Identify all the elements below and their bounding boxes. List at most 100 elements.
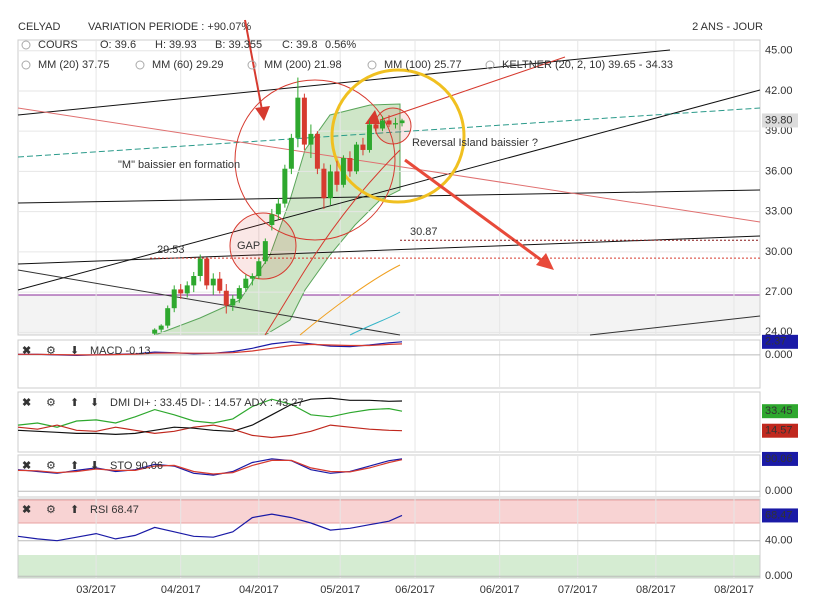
candle-body xyxy=(223,290,229,306)
panel-frame xyxy=(17,454,761,498)
close-icon: ✖ xyxy=(22,460,31,472)
y-tick-label: 0.000 xyxy=(765,349,793,361)
move-icon: ⬆ xyxy=(70,397,79,409)
annotation-shape xyxy=(17,189,761,204)
period[interactable]: 2 ANS - JOUR xyxy=(692,21,763,33)
candle-body xyxy=(275,203,281,215)
y-tick-label: 39.00 xyxy=(765,125,793,137)
y-tick-label: 0.000 xyxy=(765,485,793,497)
value-tag xyxy=(762,451,798,466)
rsi-oversold-zone xyxy=(18,555,760,578)
candle-body xyxy=(340,158,346,185)
settings-icon: ⚙ xyxy=(46,460,56,472)
indicator-legend: MM (200) 21.98 xyxy=(264,59,342,71)
candle-body xyxy=(269,214,275,226)
x-tick-label: 06/2017 xyxy=(480,584,520,596)
value-tag-label: 39.80 xyxy=(765,114,793,126)
indicator-legend: MM (60) 29.29 xyxy=(152,59,224,71)
candle-body xyxy=(230,298,236,306)
indicator-icon xyxy=(247,60,257,70)
move-icon: ⬇ xyxy=(70,345,79,357)
value-tag xyxy=(762,334,798,349)
ohlc-label: C: 39.8 xyxy=(282,39,317,51)
annotation-shape xyxy=(17,49,671,116)
candle-body xyxy=(308,133,314,145)
candle-body xyxy=(399,120,405,124)
panel-label: DMI DI+ : 33.45 DI- : 14.57 ADX : 43.27 xyxy=(110,397,304,409)
panel-frame xyxy=(17,498,761,579)
candle-body xyxy=(347,158,353,172)
candle-body xyxy=(360,144,366,150)
settings-icon: ⚙ xyxy=(46,345,56,357)
indicator-line xyxy=(17,424,403,439)
x-tick-label: 08/2017 xyxy=(636,584,676,596)
candle-body xyxy=(249,276,255,279)
y-tick-label: 30.00 xyxy=(765,246,793,258)
annotation-shape xyxy=(536,253,554,270)
candle-body xyxy=(321,168,327,199)
ohlc-label: O: 39.6 xyxy=(100,39,136,51)
settings-icon: ⚙ xyxy=(46,504,56,516)
candle-body xyxy=(158,325,164,330)
annotation-shape xyxy=(17,107,761,223)
annotation: Reversal Island baissier ? xyxy=(412,137,538,149)
candle-body xyxy=(210,278,216,286)
candle-body xyxy=(314,133,320,169)
y-tick-label: 33.00 xyxy=(765,206,793,218)
value-tag xyxy=(762,508,798,523)
support-zone xyxy=(17,294,761,336)
indicator-line xyxy=(18,343,403,356)
change: 0.56% xyxy=(325,39,356,51)
annotation-shape xyxy=(330,68,466,204)
candle-body xyxy=(282,168,288,204)
candle-body xyxy=(301,97,307,145)
panel-frame xyxy=(17,339,761,389)
candle-body xyxy=(165,308,171,326)
annotation-shape xyxy=(349,311,401,336)
value-tag-label: 14.57 xyxy=(765,425,793,437)
panel-label: MACD -0.13 xyxy=(90,345,151,357)
value-tag-label: 33.45 xyxy=(765,405,793,417)
annotation-shape xyxy=(404,158,549,267)
candle-body xyxy=(353,144,359,172)
icon xyxy=(21,40,31,50)
candle-body xyxy=(184,285,190,294)
candle-body xyxy=(379,120,385,129)
candle-body xyxy=(327,171,333,199)
ohlc-label: H: 39.93 xyxy=(155,39,197,51)
x-tick-label: 04/2017 xyxy=(239,584,279,596)
annotation-shape xyxy=(589,315,761,336)
value-tag-label: 68.47 xyxy=(765,509,793,521)
close-icon: ✖ xyxy=(22,345,31,357)
annotation-shape xyxy=(379,56,566,121)
indicator-line xyxy=(17,459,403,475)
annotation-shape xyxy=(244,19,263,111)
x-tick-label: 03/2017 xyxy=(76,584,116,596)
candle-body xyxy=(366,124,372,150)
x-tick-label: 06/2017 xyxy=(395,584,435,596)
symbol: CELYAD xyxy=(18,21,60,33)
candle-body xyxy=(243,278,249,289)
panel-label: RSI 68.47 xyxy=(90,504,139,516)
indicator-line xyxy=(17,513,403,542)
annotation: GAP xyxy=(237,240,260,252)
variation: VARIATION PERIODE : +90.07% xyxy=(88,21,251,33)
annotation-shape xyxy=(264,149,401,336)
candle-body xyxy=(262,241,268,262)
candle-body xyxy=(171,289,177,309)
x-tick-label: 08/2017 xyxy=(714,584,754,596)
panel-frame xyxy=(17,391,761,453)
indicator-legend: KELTNER (20, 2, 10) 39.65 - 34.33 xyxy=(502,59,673,71)
indicator-icon xyxy=(485,60,495,70)
close-icon: ✖ xyxy=(22,504,31,516)
candle-body xyxy=(197,258,203,276)
x-tick-label: 07/2017 xyxy=(558,584,598,596)
level-label: 30.87 xyxy=(410,226,438,238)
candle-body xyxy=(204,258,210,286)
close-icon: ✖ xyxy=(22,397,31,409)
y-tick-label: 45.00 xyxy=(765,45,793,57)
annotation-shape xyxy=(17,269,401,336)
candle-body xyxy=(217,278,223,291)
annotation-shape xyxy=(255,106,270,121)
